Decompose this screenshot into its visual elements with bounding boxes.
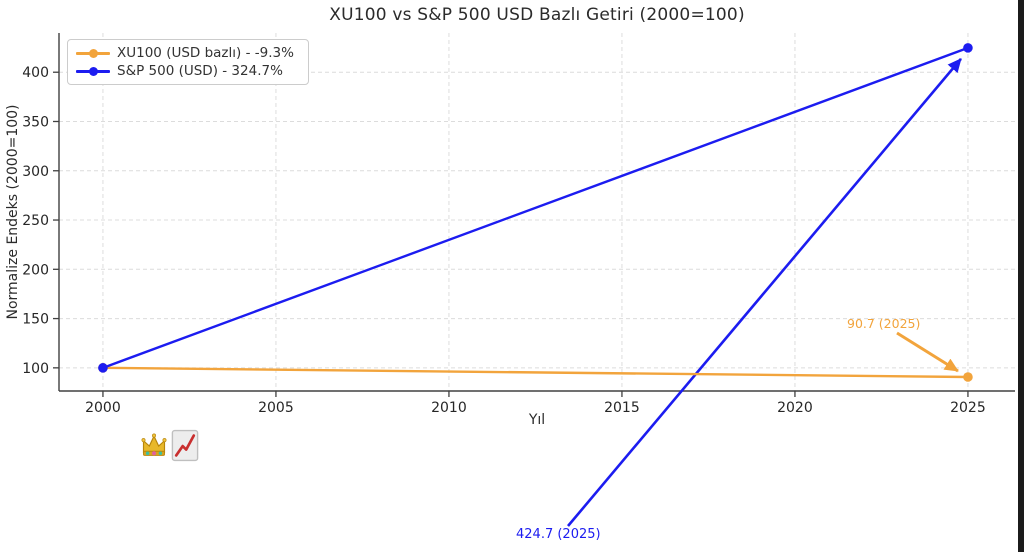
x-tick-label: 2020: [777, 400, 813, 416]
legend-label-sp500: S&P 500 (USD) - 324.7%: [117, 63, 283, 79]
y-tick-label: 300: [22, 164, 49, 180]
x-tick-label: 2025: [950, 400, 986, 416]
data-point-marker: [98, 363, 108, 373]
annotation-xu100-final-value: 90.7 (2025): [847, 316, 921, 331]
legend-line-sample-xu100: [76, 48, 110, 58]
y-tick-label: 100: [22, 361, 49, 377]
chart-title: XU100 vs S&P 500 USD Bazlı Getiri (2000=…: [329, 5, 745, 25]
annotation-sp500-final-value: 424.7 (2025): [516, 527, 601, 542]
series-line: [101, 366, 970, 379]
crown-icon: [140, 432, 168, 464]
x-tick-label: 2000: [85, 400, 121, 416]
legend-item-sp500: S&P 500 (USD) - 324.7%: [76, 62, 300, 80]
x-tick-label: 2015: [604, 400, 640, 416]
x-axis-label: Yıl: [528, 412, 546, 428]
annotation-arrow: [896, 331, 959, 373]
y-tick-label: 150: [22, 312, 49, 328]
legend-label-xu100: XU100 (USD bazlı) - -9.3%: [117, 45, 294, 61]
annotation-arrow: [567, 58, 962, 527]
y-tick-label: 200: [22, 262, 49, 278]
data-point-marker: [963, 372, 973, 382]
chart-increasing-icon: [171, 429, 199, 466]
series-line: [101, 46, 970, 370]
x-tick-label: 2010: [431, 400, 467, 416]
y-tick-label: 250: [22, 213, 49, 229]
screen-right-edge: [1018, 0, 1024, 552]
y-tick-label: 350: [22, 114, 49, 130]
y-tick-label: 400: [22, 65, 49, 81]
legend: XU100 (USD bazlı) - -9.3% S&P 500 (USD) …: [67, 39, 309, 85]
data-point-marker: [963, 43, 973, 53]
legend-line-sample-sp500: [76, 66, 110, 76]
x-tick-label: 2005: [258, 400, 294, 416]
y-axis-label: Normalize Endeks (2000=100): [5, 104, 21, 320]
legend-item-xu100: XU100 (USD bazlı) - -9.3%: [76, 44, 300, 62]
